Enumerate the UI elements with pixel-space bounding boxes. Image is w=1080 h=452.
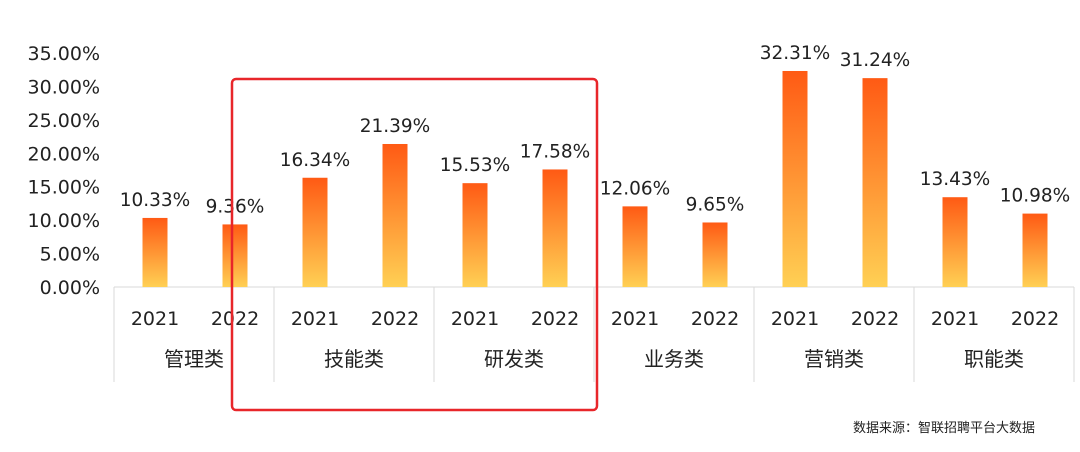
bar	[222, 224, 248, 287]
bar	[142, 217, 168, 287]
value-label: 16.34%	[280, 150, 351, 171]
value-label: 21.39%	[360, 116, 431, 137]
x-axis: 2021 2022 管理类 2021 2022 技能类 2021 2022 研发类 2021 202…	[113, 286, 1075, 382]
bar	[942, 197, 968, 287]
bar	[542, 169, 568, 287]
year-label: 2022	[531, 308, 579, 330]
year-label: 2021	[131, 308, 179, 330]
group-label: 业务类	[644, 347, 704, 371]
group-label: 管理类	[164, 347, 224, 371]
year-label: 2022	[851, 308, 899, 330]
y-tick-label: 5.00%	[40, 244, 100, 266]
source-label: 数据来源：智联招聘平台大数据	[852, 421, 1035, 436]
bar	[382, 143, 408, 287]
y-tick-label: 30.00%	[28, 76, 100, 98]
group-label: 职能类	[964, 347, 1024, 371]
y-tick-label: 35.00%	[28, 43, 100, 65]
year-label: 2021	[291, 308, 339, 330]
value-label: 12.06%	[600, 178, 671, 199]
bar	[702, 222, 728, 287]
year-label: 2022	[1011, 308, 1059, 330]
group-label: 技能类	[324, 347, 384, 371]
value-label: 9.65%	[686, 194, 745, 215]
year-label: 2021	[931, 308, 979, 330]
bar	[1022, 213, 1048, 287]
bar	[862, 78, 888, 288]
y-tick-label: 15.00%	[28, 177, 100, 199]
highlight-box	[230, 77, 599, 412]
value-label: 31.24%	[840, 50, 911, 71]
value-label: 32.31%	[760, 43, 831, 64]
value-label: 17.58%	[520, 141, 591, 162]
year-label: 2022	[371, 308, 419, 330]
year-label: 2021	[451, 308, 499, 330]
year-label: 2022	[211, 308, 259, 330]
bar	[302, 177, 328, 287]
bar	[622, 206, 648, 287]
value-label: 15.53%	[440, 155, 511, 176]
bar	[782, 70, 808, 287]
y-tick-label: 25.00%	[28, 110, 100, 132]
bars	[142, 70, 1048, 288]
value-label: 9.36%	[206, 196, 265, 217]
year-label: 2021	[611, 308, 659, 330]
value-labels: 10.33% 9.36% 16.34% 21.39% 15.53% 17.58% 12.06…	[120, 43, 1071, 217]
value-label: 13.43%	[920, 169, 991, 190]
bar	[462, 183, 488, 287]
y-axis: 0.00% 5.00% 10.00% 15.00% 20.00% 25.00% 30.00%…	[28, 43, 100, 299]
y-tick-label: 20.00%	[28, 143, 100, 165]
y-tick-label: 10.00%	[28, 210, 100, 232]
y-tick-label: 0.00%	[40, 277, 100, 299]
value-label: 10.33%	[120, 190, 191, 211]
year-label: 2021	[771, 308, 819, 330]
value-label: 10.98%	[1000, 186, 1071, 207]
highlight-box-rect	[230, 77, 599, 412]
group-label: 营销类	[804, 347, 864, 371]
year-label: 2022	[691, 308, 739, 330]
group-label: 研发类	[484, 347, 544, 371]
